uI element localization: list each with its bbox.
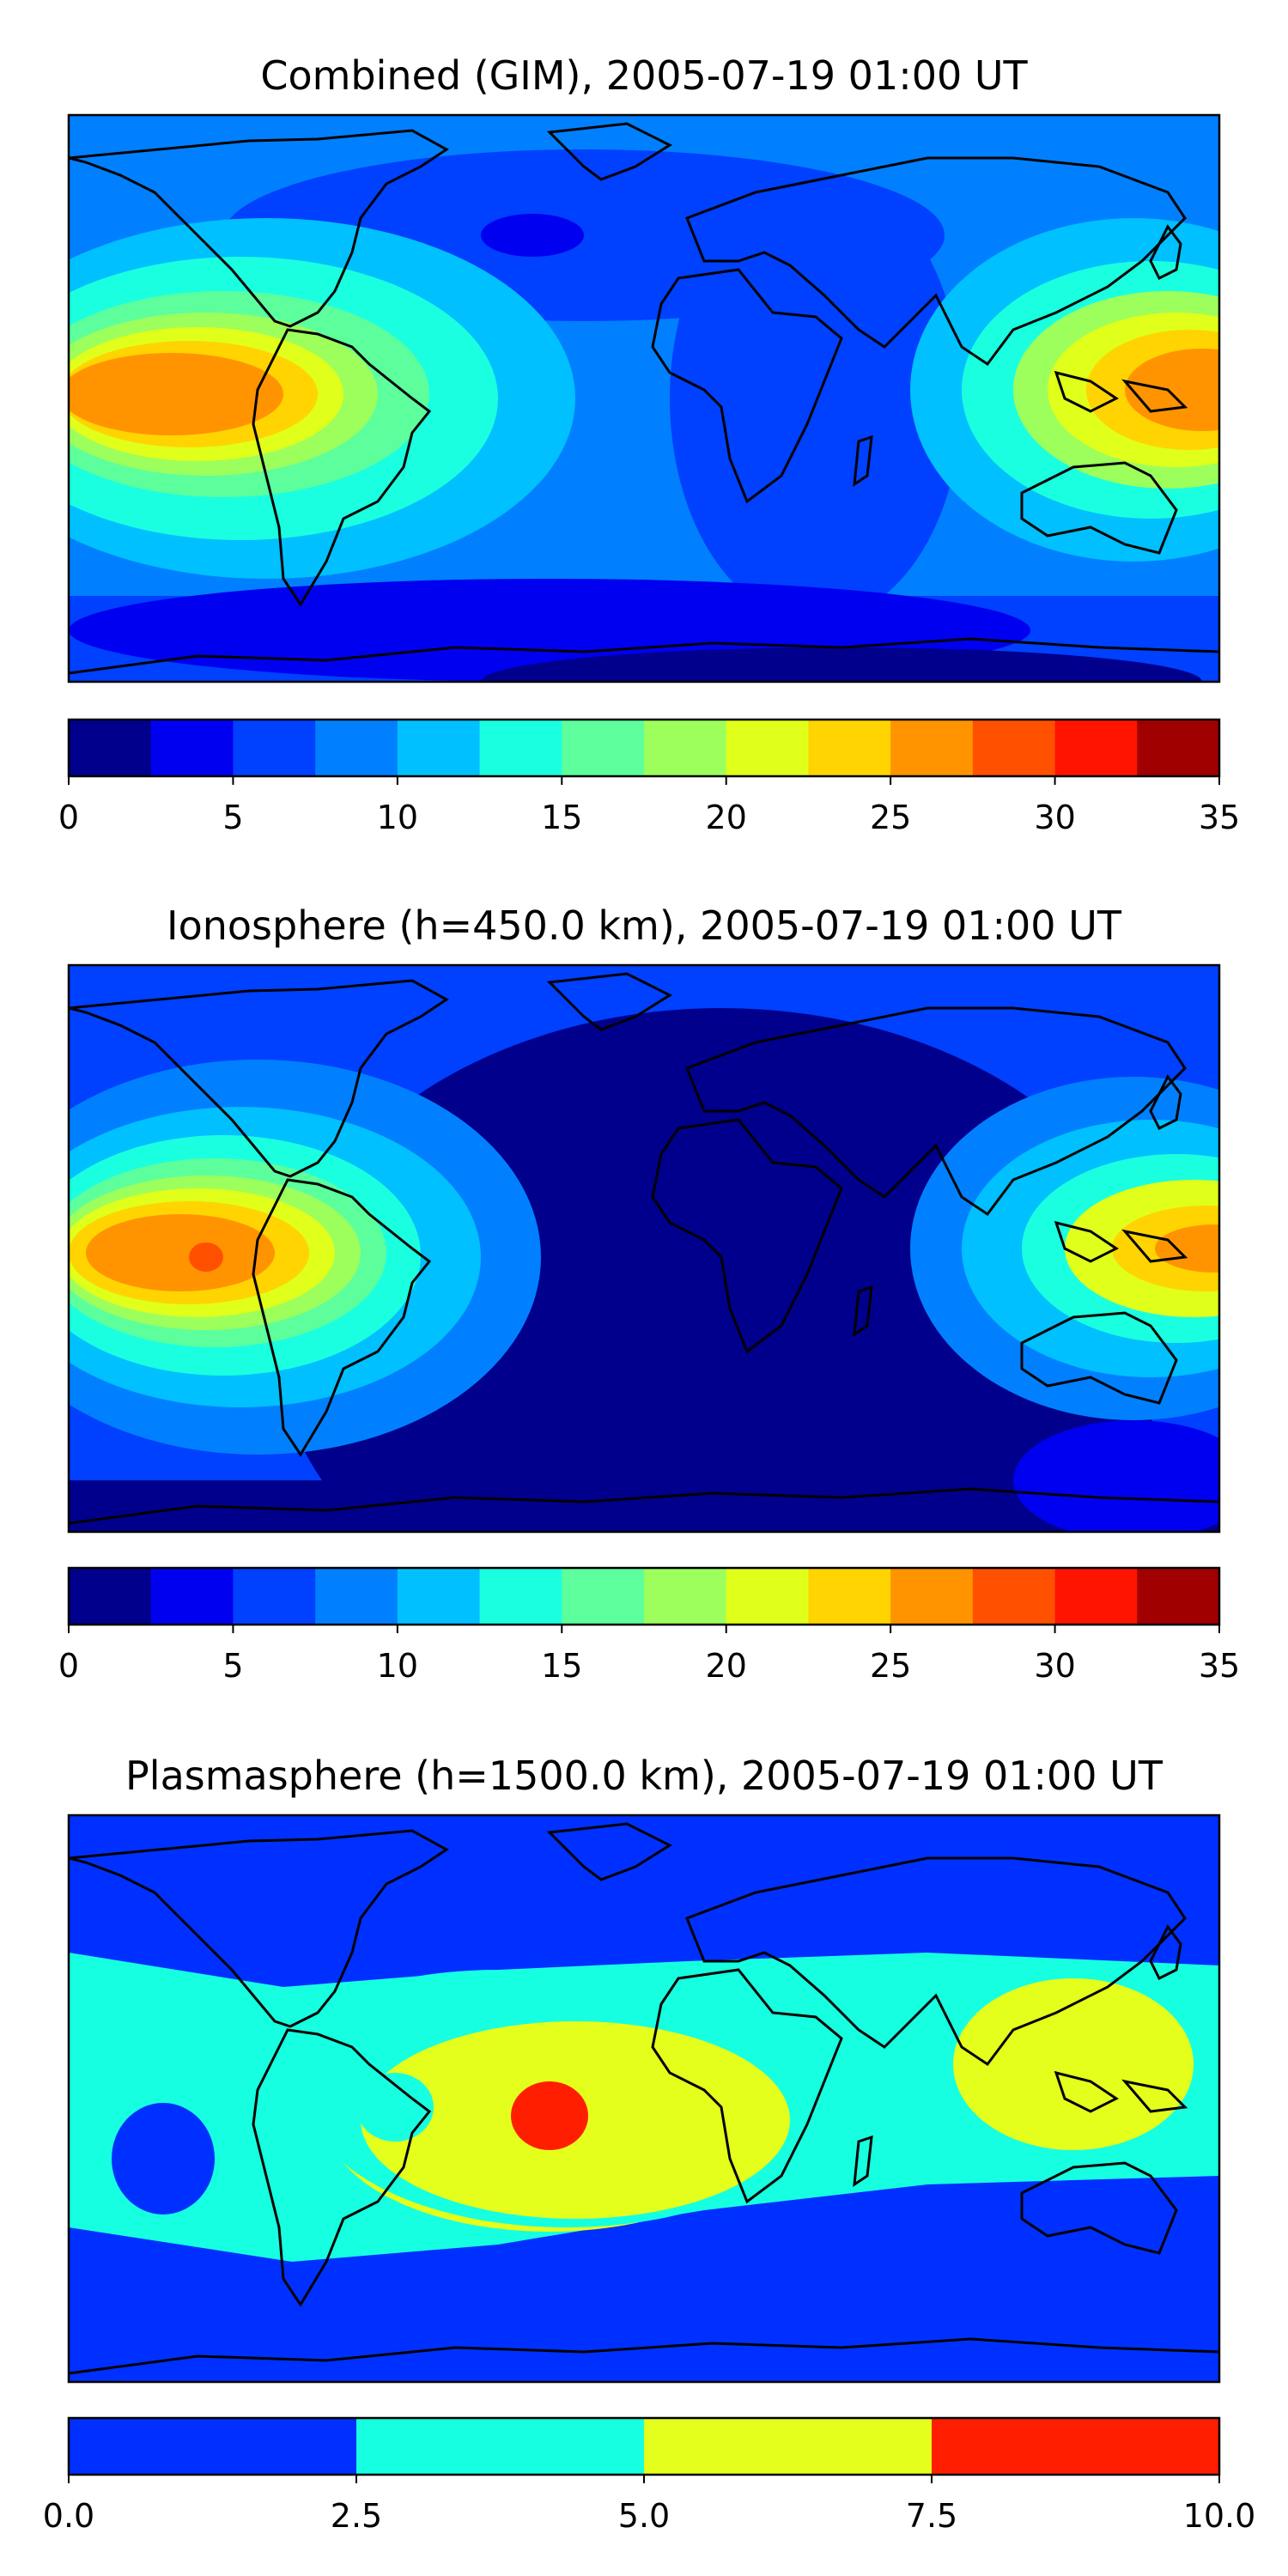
- colorbar-tick-label: 0: [58, 1647, 79, 1685]
- colorbar-tick-label: 10.0: [1183, 2497, 1256, 2535]
- colorbar-tick-label: 35: [1199, 799, 1240, 836]
- contour-region: [69, 353, 283, 435]
- chart-panel-2: Ionosphere (h=450.0 km), 2005-07-19 01:0…: [58, 902, 1240, 1685]
- colorbar-tick-label: 15: [541, 799, 582, 836]
- colorbar-segment: [726, 1568, 809, 1625]
- colorbar-segment: [890, 1568, 974, 1625]
- colorbar-segment: [479, 1568, 562, 1625]
- colorbar-tick-label: 0.0: [43, 2497, 94, 2535]
- colorbar: 0 5 10 15 20 25 30 35: [58, 718, 1240, 836]
- colorbar-segment: [1054, 1568, 1138, 1625]
- colorbar-tick-label: 25: [870, 799, 911, 836]
- colorbar-tick-label: 5: [222, 799, 243, 836]
- colorbar-segment: [69, 2418, 357, 2475]
- colorbar-segment: [644, 2418, 933, 2475]
- colorbar: 0.0 2.5 5.0 7.5 10.0: [43, 2416, 1256, 2535]
- colorbar-segment: [397, 1568, 481, 1625]
- colorbar-tick-label: 5.0: [618, 2497, 670, 2535]
- chart-title: Ionosphere (h=450.0 km), 2005-07-19 01:0…: [167, 902, 1122, 949]
- colorbar-segment: [808, 720, 891, 776]
- contour-region: [670, 175, 962, 622]
- chart-title: Plasmasphere (h=1500.0 km), 2005-07-19 0…: [125, 1753, 1163, 1799]
- colorbar-segment: [972, 720, 1056, 776]
- colorbar-tick-label: 20: [706, 1647, 747, 1685]
- colorbar-segment: [69, 720, 152, 776]
- colorbar-segment: [726, 720, 809, 776]
- colorbar-segment: [644, 720, 727, 776]
- colorbar-segment: [150, 720, 234, 776]
- contour-region: [953, 1978, 1194, 2150]
- map-frame: [67, 963, 1221, 1534]
- map-field: [67, 113, 1221, 683]
- colorbar-frame: [67, 1566, 1221, 1626]
- colorbar-segment: [356, 2418, 645, 2475]
- colorbar-segment: [69, 1568, 152, 1625]
- colorbar-segment: [150, 1568, 234, 1625]
- colorbar-segment: [315, 720, 398, 776]
- contour-region: [1013, 1420, 1219, 1532]
- contour-region: [86, 1214, 275, 1291]
- chart-panel-3: Plasmasphere (h=1500.0 km), 2005-07-19 0…: [43, 1753, 1256, 2535]
- colorbar-tick-label: 5: [222, 1647, 243, 1685]
- colorbar-segment: [644, 1568, 727, 1625]
- chart-title: Combined (GIM), 2005-07-19 01:00 UT: [260, 52, 1028, 99]
- colorbar-segment: [932, 2418, 1220, 2475]
- colorbar-tick-label: 10: [377, 1647, 418, 1685]
- colorbar-segment: [1137, 720, 1220, 776]
- colorbar-segment: [972, 1568, 1056, 1625]
- contour-region: [112, 2103, 215, 2215]
- colorbar-segment: [315, 1568, 398, 1625]
- colorbar-segment: [233, 1568, 316, 1625]
- colorbar-tick-label: 10: [377, 799, 418, 836]
- chart-panel-1: Combined (GIM), 2005-07-19 01:00 UT 0 5 10 1…: [58, 52, 1240, 836]
- colorbar-segment: [397, 720, 481, 776]
- colorbar: 0 5 10 15 20 25 30 35: [58, 1566, 1240, 1685]
- contour-region: [356, 2073, 434, 2142]
- colorbar-segment: [479, 720, 562, 776]
- contour-region: [1155, 1224, 1219, 1273]
- map-field: [67, 1814, 1221, 2384]
- contour-region: [275, 1008, 1168, 1532]
- charts-container: Combined (GIM), 2005-07-19 01:00 UT 0 5 10 1…: [43, 52, 1256, 2535]
- map-frame: [67, 113, 1221, 683]
- colorbar-tick-label: 20: [706, 799, 747, 836]
- colorbar-tick-label: 30: [1034, 799, 1075, 836]
- contour-region: [481, 214, 584, 257]
- colorbar-tick-label: 35: [1199, 1647, 1240, 1685]
- contour-region: [511, 2081, 588, 2150]
- colorbar-tick-label: 2.5: [331, 2497, 382, 2535]
- colorbar-segment: [233, 720, 316, 776]
- colorbar-segment: [1054, 720, 1138, 776]
- colorbar-segment: [562, 720, 645, 776]
- colorbar-frame: [67, 718, 1221, 778]
- colorbar-tick-label: 25: [870, 1647, 911, 1685]
- colorbar-segment: [808, 1568, 891, 1625]
- colorbar-tick-label: 7.5: [906, 2497, 957, 2535]
- map-field: [67, 963, 1221, 1534]
- colorbar-segment: [1137, 1568, 1220, 1625]
- colorbar-tick-label: 30: [1034, 1647, 1075, 1685]
- contour-region: [1125, 349, 1219, 431]
- map-frame: [67, 1814, 1221, 2384]
- contour-region: [189, 1242, 223, 1272]
- colorbar-tick-label: 15: [541, 1647, 582, 1685]
- contour-region: [481, 647, 1202, 682]
- colorbar-segment: [890, 720, 974, 776]
- colorbar-tick-label: 0: [58, 799, 79, 836]
- colorbar-segment: [562, 1568, 645, 1625]
